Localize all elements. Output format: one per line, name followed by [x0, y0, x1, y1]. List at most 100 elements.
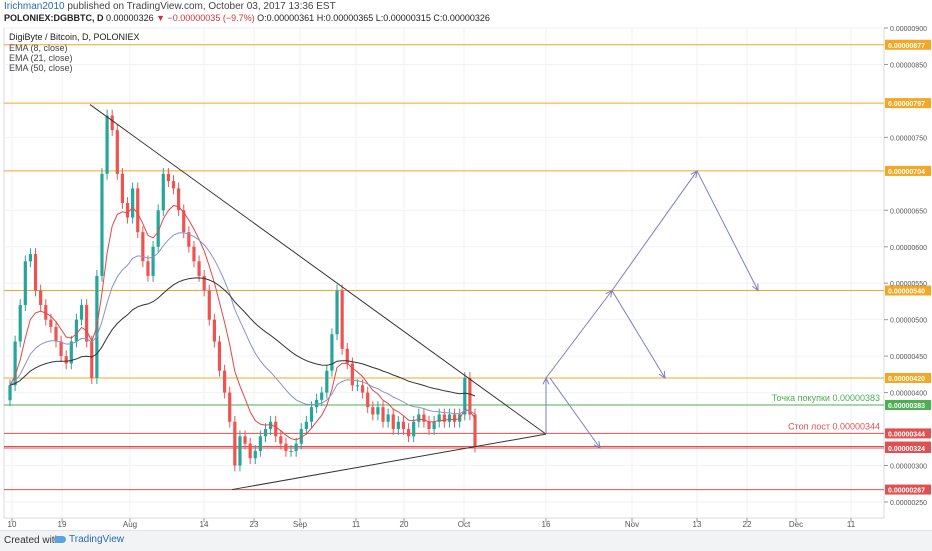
annotation-0: Точка покупки 0.00000383: [772, 393, 880, 403]
candle-body-84: [437, 414, 441, 422]
created-with-text: Created with: [4, 535, 61, 546]
symbol-label: POLONIEX:DGBBTC, D: [4, 13, 104, 23]
candle-body-85: [442, 414, 446, 422]
x-tick-label-3: 14: [200, 520, 209, 529]
level-tag-6: [885, 428, 931, 439]
legend-ema50[interactable]: EMA (50, close): [9, 63, 73, 73]
candle-body-41: [217, 341, 222, 371]
candle-body-55: [289, 450, 293, 452]
y-tick-label-4: 0.00000600: [890, 245, 927, 252]
candle-body-9: [54, 326, 58, 342]
candle-body-28: [151, 246, 155, 276]
candle-body-18: [100, 173, 104, 276]
candle-body-77: [401, 421, 406, 430]
x-tick-label-7: 20: [400, 520, 409, 529]
x-tick-label-14: 11: [847, 520, 856, 529]
candle-body-87: [452, 414, 457, 422]
candle-body-42: [223, 370, 227, 393]
arrow-line-2: [611, 170, 698, 291]
y-tick-label-9: 0.00000300: [890, 464, 927, 471]
arrow-head-5: [593, 441, 601, 449]
level-label-9: 0.00000267: [888, 488, 925, 495]
level-label-8: 0.00000324: [888, 446, 925, 453]
tradingview-brand[interactable]: TradingView: [54, 534, 124, 545]
level-tag-9: [885, 484, 931, 495]
y-axis[interactable]: 0.00000900 0.00000850 0.00000750 0.00000650…: [884, 26, 927, 507]
candle-body-38: [202, 275, 206, 291]
y-tick-label-0: 0.00000900: [890, 26, 927, 33]
candle-body-30: [161, 173, 165, 211]
y-tick-label-6: 0.00000500: [890, 318, 927, 325]
candle-body-86: [447, 414, 452, 422]
candle-body-23: [125, 203, 130, 218]
candle-body-1: [13, 341, 17, 386]
trendline-upper: [89, 104, 547, 435]
candle-body-21: [115, 130, 119, 174]
footer: Created with TradingView: [0, 530, 932, 551]
x-tick-label-13: Dec: [789, 520, 803, 529]
publish-text: published on TradingView.com, October 03…: [67, 1, 336, 12]
level-tag-2: [885, 165, 931, 176]
arrow-line-4: [611, 290, 666, 379]
level-tag-8: [885, 443, 931, 453]
price-label: 0.00000326: [106, 13, 154, 23]
candle-body-4: [28, 254, 33, 262]
candle-body-3: [23, 261, 27, 306]
y-tick-label-1: 0.00000850: [890, 62, 927, 69]
candle-body-15: [85, 305, 89, 342]
candle-body-47: [248, 443, 252, 459]
arrow-line-5: [549, 377, 601, 449]
y-tick-label-3: 0.00000650: [890, 208, 927, 215]
candle-body-22: [120, 173, 125, 203]
candle-body-60: [314, 399, 319, 408]
candle-body-44: [233, 421, 237, 466]
candle-body-62: [325, 370, 329, 393]
author-link[interactable]: Irichman2010: [4, 1, 65, 12]
x-tick-label-0: 10: [8, 520, 17, 529]
horizontal-levels: 0.00000877 0.00000797 0.00000704 0.00000540…: [4, 39, 931, 495]
high-label: H:0.00000365: [316, 13, 374, 23]
y-tick-label-8: 0.00000400: [890, 391, 927, 398]
candle-body-29: [156, 210, 160, 247]
candle-body-52: [274, 421, 278, 437]
candle-body-83: [432, 421, 436, 430]
level-tag-4: [885, 373, 931, 383]
level-tag-3: [885, 285, 931, 296]
level-label-1: 0.00000797: [888, 101, 925, 108]
candle-body-54: [284, 443, 288, 451]
legend-ema21[interactable]: EMA (21, close): [9, 53, 73, 63]
price-chart[interactable]: 0.00000877 0.00000797 0.00000704 0.00000540…: [0, 0, 932, 530]
candle-body-27: [146, 261, 150, 276]
candle-body-8: [49, 319, 53, 327]
candles: [8, 109, 477, 472]
trendlines: [89, 104, 547, 491]
ema-50-line: [9, 277, 476, 397]
level-tag-5: [885, 399, 931, 410]
candle-body-76: [396, 421, 400, 430]
candle-body-65: [340, 290, 344, 349]
x-tick-label-1: 19: [58, 520, 67, 529]
candle-body-16: [90, 341, 94, 378]
candle-body-50: [263, 429, 268, 437]
level-tag-0: [885, 39, 931, 50]
plot-area[interactable]: [3, 27, 885, 519]
candle-body-59: [309, 407, 314, 422]
candle-body-49: [258, 436, 262, 451]
ema-21-line: [9, 232, 476, 415]
close-label: C:0.00000326: [433, 13, 490, 23]
level-label-2: 0.00000704: [888, 169, 925, 176]
candle-body-58: [304, 421, 308, 430]
candle-body-34: [182, 210, 186, 233]
legend-ema8[interactable]: EMA (8, close): [9, 43, 68, 53]
candle-body-32: [171, 181, 176, 189]
change-label: ▼ −0.00000035 (−9.7%): [156, 13, 255, 23]
candle-body-80: [417, 414, 421, 422]
candle-body-26: [141, 232, 145, 262]
candle-body-33: [177, 188, 181, 211]
candle-body-68: [355, 385, 360, 387]
candle-body-61: [320, 392, 324, 400]
candle-body-74: [386, 414, 390, 422]
candle-body-2: [18, 305, 22, 342]
y-tick-label-5: 0.00000550: [890, 281, 927, 288]
x-axis[interactable]: 10 19 Aug 14 23 Sep 11 20 Oct 16 Nov 13 22 Dec 11: [8, 518, 856, 529]
